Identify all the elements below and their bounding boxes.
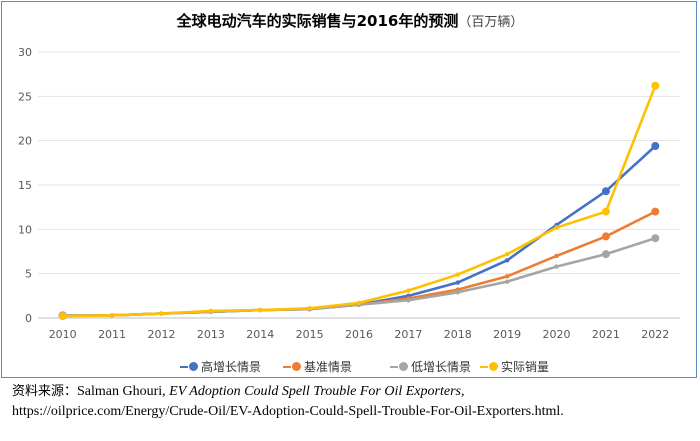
legend-line-2: [390, 365, 398, 368]
series-1-point-2021: [601, 232, 610, 241]
x-tick-label-2018: 2018: [444, 328, 472, 341]
series-2-point-2022: [651, 234, 660, 243]
y-tick-label-30: 30: [18, 46, 32, 59]
series-0-point-2018: [455, 280, 460, 285]
y-tick-label-5: 5: [25, 268, 32, 281]
x-tick-label-2012: 2012: [147, 328, 175, 341]
series-3-point-2014: [258, 307, 263, 313]
series-3-point-2018: [455, 272, 460, 277]
y-tick-label-10: 10: [18, 223, 32, 236]
series-0-point-2021: [601, 187, 610, 196]
legend-item-2: 低增长情景: [390, 358, 471, 375]
series-line-0: [62, 145, 657, 317]
chart-legend: 高增长情景 基准情景 低增长情景 实际销量: [0, 358, 700, 376]
series-3-point-2021: [601, 207, 610, 216]
series-3-point-2019: [504, 251, 510, 257]
source-author: Salman Ghouri,: [77, 384, 166, 399]
series-2-point-2017: [406, 298, 411, 303]
source-url: https://oilprice.com/Energy/Crude-Oil/EV…: [12, 404, 564, 419]
x-tick-label-2021: 2021: [592, 328, 620, 341]
legend-marker-2: [399, 362, 408, 371]
series-1-point-2020: [554, 253, 559, 259]
series-3-point-2013: [208, 308, 214, 314]
source-article: EV Adoption Could Spell Trouble For Oil …: [169, 384, 465, 399]
series-3-point-2012: [159, 311, 164, 316]
series-0-point-2022: [651, 141, 660, 150]
series-3-point-2016: [356, 300, 362, 306]
x-tick-label-2020: 2020: [543, 328, 571, 341]
legend-label-0: 高增长情景: [201, 360, 262, 374]
y-tick-label-25: 25: [18, 90, 32, 103]
series-2-point-2020: [554, 264, 559, 269]
legend-label-2: 低增长情景: [411, 360, 472, 374]
x-tick-label-2015: 2015: [296, 328, 324, 341]
x-tick-label-2010: 2010: [49, 328, 77, 341]
legend-item-0: 高增长情景: [180, 358, 261, 375]
legend-line-0: [180, 365, 188, 368]
legend-item-1: 基准情景: [283, 358, 352, 375]
series-3-point-2017: [406, 288, 411, 293]
chart-title-text: 全球电动汽车的实际销售与2016年的预测: [176, 12, 459, 30]
chart-title: 全球电动汽车的实际销售与2016年的预测（百万辆）: [0, 10, 700, 31]
series-2-point-2019: [504, 279, 510, 284]
y-tick-label-0: 0: [25, 312, 32, 325]
legend-marker-1: [292, 362, 301, 371]
series-line-3: [62, 85, 657, 318]
series-3-point-2022: [651, 81, 660, 90]
legend-line-3: [480, 365, 488, 368]
series-0-point-2019: [504, 258, 510, 263]
series-1-point-2022: [651, 207, 660, 216]
legend-label-1: 基准情景: [304, 360, 353, 374]
x-tick-label-2013: 2013: [197, 328, 225, 341]
legend-item-3: 实际销量: [480, 358, 549, 375]
legend-line-1: [283, 365, 291, 368]
y-tick-label-20: 20: [18, 135, 32, 148]
series-3-point-2011: [109, 313, 115, 318]
x-tick-label-2019: 2019: [493, 328, 521, 341]
y-tick-label-15: 15: [18, 179, 32, 192]
x-tick-label-2014: 2014: [246, 328, 274, 341]
series-2-point-2021: [601, 250, 610, 259]
chart-title-unit: （百万辆）: [458, 15, 524, 30]
x-tick-label-2022: 2022: [641, 328, 669, 341]
series-2-point-2018: [455, 290, 460, 295]
series-3-point-2010: [58, 312, 67, 321]
series-3-point-2020: [554, 225, 559, 230]
series-1-point-2019: [504, 274, 510, 279]
legend-marker-3: [489, 362, 498, 371]
x-tick-label-2017: 2017: [394, 328, 422, 341]
series-3-point-2015: [307, 306, 312, 311]
legend-label-3: 实际销量: [501, 360, 550, 374]
source-note: 资料来源：Salman Ghouri, EV Adoption Could Sp…: [12, 382, 696, 422]
x-tick-label-2016: 2016: [345, 328, 373, 341]
legend-marker-0: [189, 362, 198, 371]
x-tick-label-2011: 2011: [98, 328, 126, 341]
source-label: 资料来源：: [12, 384, 78, 399]
